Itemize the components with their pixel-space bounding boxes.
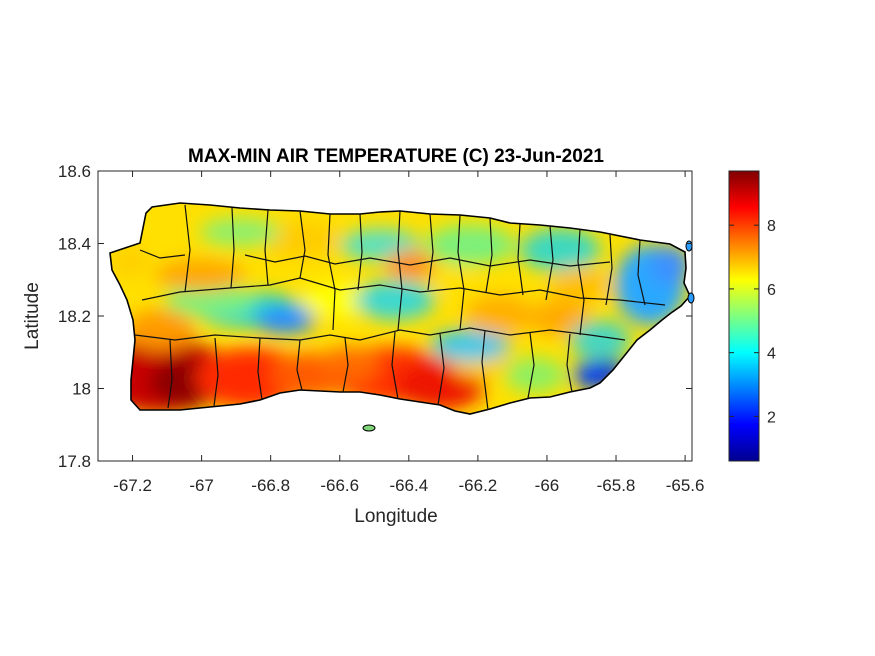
municipality-boundary [342, 337, 349, 393]
municipality-boundary [577, 228, 585, 336]
temperature-patch [570, 320, 630, 360]
y-tick-label: 18.4 [58, 235, 91, 254]
municipality-boundary [457, 214, 465, 331]
temperature-patch [505, 357, 565, 393]
temperature-patch [550, 267, 610, 303]
municipality-boundary [264, 209, 269, 286]
temperature-patch [530, 300, 590, 336]
municipality-boundary [299, 327, 626, 341]
temperature-patch [650, 245, 690, 285]
municipality-boundary [213, 337, 219, 407]
temperature-patch [200, 218, 280, 246]
municipality-boundary [299, 277, 666, 306]
x-tick-label: -67 [189, 476, 214, 495]
temperature-patch [155, 259, 245, 291]
colorbar-tick-label: 8 [767, 218, 776, 235]
municipality-boundary [427, 213, 434, 291]
municipality-boundary [139, 249, 186, 259]
municipality-boundary [605, 234, 613, 306]
y-tick-label: 18.6 [58, 162, 91, 181]
temperature-patch [255, 306, 315, 334]
colorbar [728, 170, 760, 462]
municipality-boundary [357, 213, 363, 291]
municipality-boundaries [134, 204, 666, 411]
municipality-boundary [230, 207, 235, 289]
y-tick-label: 18.2 [58, 307, 91, 326]
x-tick-label: -66 [535, 476, 560, 495]
municipality-boundary [391, 331, 399, 400]
temperature-patch [425, 225, 515, 265]
temperature-patch [520, 228, 600, 272]
x-tick-label: -66.4 [389, 476, 428, 495]
x-tick-label: -66.8 [251, 476, 290, 495]
temperature-patch [260, 222, 340, 258]
municipality-boundary [184, 204, 191, 293]
x-tick-label: -65.8 [597, 476, 636, 495]
temperature-patch [430, 329, 510, 361]
x-tick-label: -66.6 [320, 476, 359, 495]
x-tick-label: -65.6 [666, 476, 705, 495]
colorbar-tick-label: 4 [767, 346, 776, 363]
temperature-field [110, 203, 690, 414]
y-tick-label: 17.8 [58, 452, 91, 471]
colorbar-tick-label: 2 [767, 409, 776, 426]
y-axis-ticks: 17.8 18 18.2 18.4 18.6 [58, 162, 692, 471]
x-tick-label: -66.2 [459, 476, 498, 495]
municipality-boundary [134, 334, 301, 341]
municipality-boundary [141, 277, 301, 301]
municipality-boundary [637, 239, 646, 306]
colorbar-ticks: 2 4 6 8 [729, 218, 776, 426]
y-axis-label: Latitude [22, 282, 43, 350]
municipality-boundary [296, 339, 303, 391]
municipality-boundary [517, 223, 524, 296]
municipality-boundary [397, 210, 403, 331]
temperature-patch [125, 310, 195, 350]
municipality-boundary [485, 217, 493, 293]
temperature-patch [465, 295, 535, 335]
x-axis-ticks: -67.2 -67 -66.8 -66.6 -66.4 -66.2 -66 -65.8 -65.… [113, 171, 704, 495]
municipality-boundary [437, 333, 445, 406]
municipality-boundary [481, 329, 489, 411]
temperature-patch [355, 280, 435, 320]
y-tick-label: 18 [72, 380, 91, 399]
chart-title: MAX-MIN AIR TEMPERATURE (C) 23-Jun-2021 [188, 146, 604, 167]
temperature-patch [110, 246, 150, 278]
municipality-boundary [545, 225, 554, 301]
x-axis-label: Longitude [354, 506, 437, 527]
municipality-boundary [566, 333, 573, 393]
temperature-patch [430, 266, 480, 294]
municipality-boundary [299, 210, 306, 279]
municipality-boundary [257, 337, 263, 401]
x-tick-label: -67.2 [113, 476, 152, 495]
temperature-patch [320, 347, 380, 383]
municipality-boundary [244, 254, 611, 267]
municipality-boundary [527, 332, 535, 399]
municipality-boundary [327, 213, 336, 331]
municipality-boundary [167, 339, 173, 409]
colorbar-tick-label: 6 [767, 282, 776, 299]
